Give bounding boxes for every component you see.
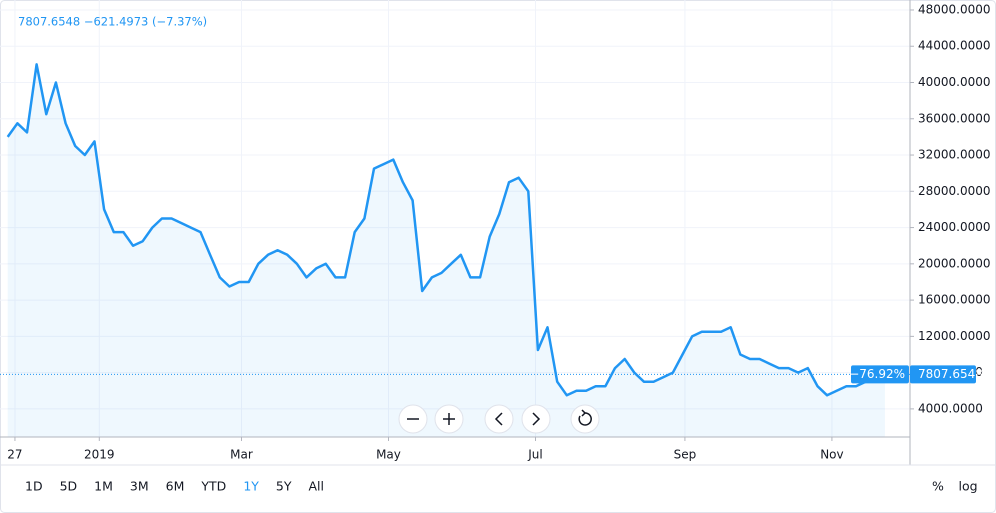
- scroll-right-button[interactable]: [521, 404, 551, 434]
- range-button[interactable]: All: [309, 479, 325, 494]
- y-tick-label: 16000.0000: [918, 293, 991, 307]
- plot-area: [0, 0, 910, 438]
- y-tick-label: 48000.0000: [918, 2, 991, 16]
- range-button[interactable]: 5D: [60, 479, 78, 494]
- range-button[interactable]: 1Y: [243, 479, 259, 494]
- y-tick-label: 24000.0000: [918, 220, 991, 234]
- percent-label: −76.92%: [849, 367, 905, 381]
- range-button[interactable]: 1M: [94, 479, 113, 494]
- x-tick-label: Nov: [820, 448, 843, 462]
- x-tick-label: 2019: [84, 448, 115, 462]
- x-tick-label: Sep: [674, 448, 697, 462]
- y-tick-label: 20000.0000: [918, 256, 991, 270]
- y-tick-label: 36000.0000: [918, 111, 991, 125]
- range-button[interactable]: 1D: [25, 479, 43, 494]
- scale-option[interactable]: %: [932, 479, 944, 494]
- range-button[interactable]: 3M: [130, 479, 149, 494]
- y-tick-label: 40000.0000: [918, 75, 991, 89]
- zoom-out-button[interactable]: [398, 404, 428, 434]
- percent-badge: [851, 365, 909, 384]
- y-tick-label: 12000.0000: [918, 329, 991, 343]
- y-tick-label: 28000.0000: [918, 184, 991, 198]
- legend-values: 7807.6548 −621.4973 (−7.37%): [18, 15, 207, 29]
- range-button[interactable]: 6M: [166, 479, 185, 494]
- scroll-left-button[interactable]: [484, 404, 514, 434]
- price-line: [6, 63, 886, 397]
- area: [7, 64, 885, 438]
- x-tick-label: Mar: [230, 448, 253, 462]
- y-tick-label: 4000.0000: [918, 401, 983, 415]
- last-price-label: 7807.6548: [918, 367, 983, 381]
- scale-option[interactable]: log: [958, 479, 977, 494]
- zoom-in-button[interactable]: [434, 404, 464, 434]
- range-button[interactable]: YTD: [200, 479, 226, 494]
- range-button[interactable]: 5Y: [276, 479, 292, 494]
- y-tick-label: 44000.0000: [918, 39, 991, 53]
- y-tick-label: 32000.0000: [918, 148, 991, 162]
- x-tick-label: 27: [7, 448, 22, 462]
- zoom-controls: [398, 404, 600, 434]
- reset-button[interactable]: [570, 404, 600, 434]
- x-tick-label: May: [376, 448, 401, 462]
- last-price-badge: [910, 365, 976, 384]
- x-tick-label: Jul: [527, 448, 542, 462]
